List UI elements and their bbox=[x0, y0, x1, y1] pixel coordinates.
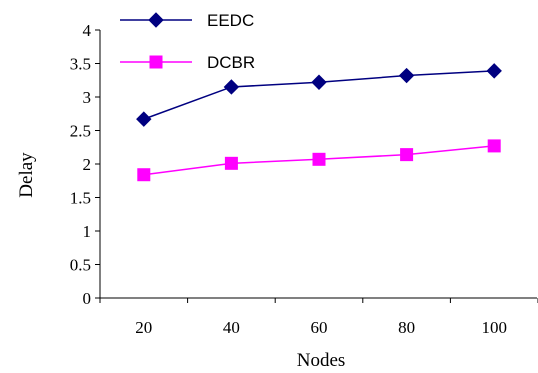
data-point-dcbr bbox=[487, 139, 501, 153]
x-tick-label: 40 bbox=[223, 318, 240, 337]
series-eedc bbox=[136, 63, 502, 127]
data-point-eedc bbox=[311, 74, 327, 90]
y-tick-label: 3 bbox=[83, 88, 92, 107]
legend-label-eedc: EEDC bbox=[207, 11, 254, 30]
y-tick-label: 0.5 bbox=[70, 256, 91, 275]
y-tick-label: 2.5 bbox=[70, 122, 91, 141]
legend-marker-dcbr bbox=[149, 55, 163, 69]
data-point-dcbr bbox=[312, 152, 326, 166]
legend: EEDC DCBR bbox=[120, 11, 255, 72]
y-tick-label: 1.5 bbox=[70, 189, 91, 208]
data-point-eedc bbox=[398, 67, 415, 84]
y-tick-labels: 0 0.5 1 1.5 2 2.5 3 3.5 4 bbox=[70, 21, 100, 308]
x-tick-label: 20 bbox=[135, 318, 152, 337]
y-axis-title: Delay bbox=[16, 152, 37, 198]
x-tick-label: 60 bbox=[311, 318, 328, 337]
y-tick-label: 2 bbox=[83, 155, 92, 174]
data-point-eedc bbox=[486, 63, 502, 79]
data-point-eedc bbox=[223, 79, 240, 95]
y-tick-label: 1 bbox=[83, 222, 92, 241]
y-tick-label: 4 bbox=[83, 21, 92, 40]
series-dcbr bbox=[137, 139, 501, 182]
y-tick-label: 3.5 bbox=[70, 55, 91, 74]
x-tick-label: 80 bbox=[398, 318, 415, 337]
legend-item-dcbr: DCBR bbox=[120, 53, 255, 72]
x-axis-title: Nodes bbox=[297, 350, 346, 371]
y-tick-label: 0 bbox=[83, 289, 92, 308]
legend-item-eedc: EEDC bbox=[120, 11, 254, 30]
data-point-eedc bbox=[136, 111, 152, 127]
legend-marker-eedc bbox=[148, 12, 164, 28]
legend-label-dcbr: DCBR bbox=[207, 53, 255, 72]
series-lines bbox=[136, 63, 502, 182]
data-point-dcbr bbox=[400, 148, 414, 162]
data-point-dcbr bbox=[224, 156, 238, 170]
x-tick-labels: 20 40 60 80 100 bbox=[99, 298, 538, 337]
data-point-dcbr bbox=[137, 168, 151, 182]
x-tick-label: 100 bbox=[481, 318, 507, 337]
